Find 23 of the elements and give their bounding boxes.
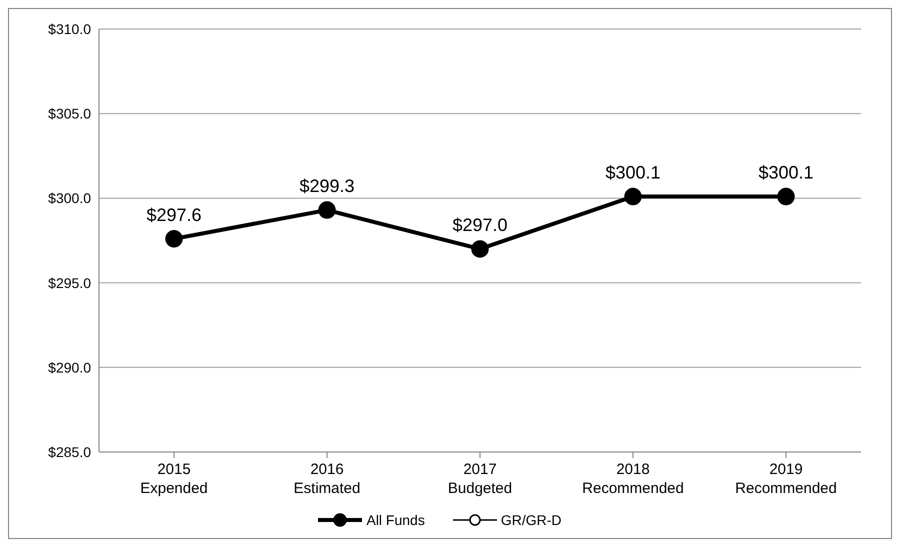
y-tick-label: $305.0 <box>48 106 92 122</box>
x-tick-label: 2016 Estimated <box>294 461 360 497</box>
data-label: $297.6 <box>146 204 202 225</box>
data-label: $297.0 <box>452 214 508 235</box>
y-tick-label: $285.0 <box>48 444 92 460</box>
y-tick-label: $295.0 <box>48 274 92 291</box>
x-tick-label: 2019 Recommended <box>735 461 837 497</box>
x-tick-label: 2015 Expended <box>140 461 208 497</box>
point <box>777 188 795 206</box>
point <box>471 240 489 258</box>
legend-label: GR/GR-D <box>500 512 562 528</box>
data-label: $300.1 <box>758 162 814 183</box>
point <box>318 201 336 219</box>
legend-label: All Funds <box>366 512 425 528</box>
y-tick-label: $300.0 <box>48 190 92 206</box>
x-tick-label: 2018 Recommended <box>582 461 684 497</box>
point <box>624 188 642 206</box>
data-label: $300.1 <box>605 162 661 183</box>
y-tick-label: $310.0 <box>48 20 92 37</box>
x-tick-label: 2017 Budgeted <box>448 461 512 497</box>
data-label: $299.3 <box>299 176 355 196</box>
y-tick-label: $290.0 <box>48 359 92 376</box>
point <box>165 230 183 248</box>
